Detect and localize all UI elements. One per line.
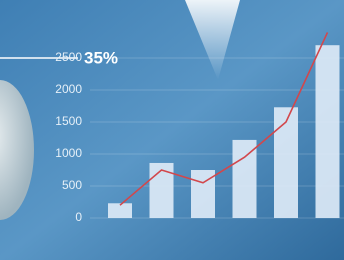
- bar: [233, 140, 257, 218]
- bar: [274, 107, 298, 218]
- bar: [108, 203, 132, 218]
- y-tick-label: 1500: [55, 114, 82, 128]
- bar: [316, 45, 340, 218]
- y-tick-label: 0: [75, 210, 82, 224]
- y-tick-label: 500: [62, 178, 82, 192]
- y-tick-label: 1000: [55, 146, 82, 160]
- y-tick-label: 2500: [55, 50, 82, 64]
- bar: [150, 163, 174, 218]
- chart: 35% 05001000150020002500: [0, 0, 344, 260]
- y-tick-label: 2000: [55, 82, 82, 96]
